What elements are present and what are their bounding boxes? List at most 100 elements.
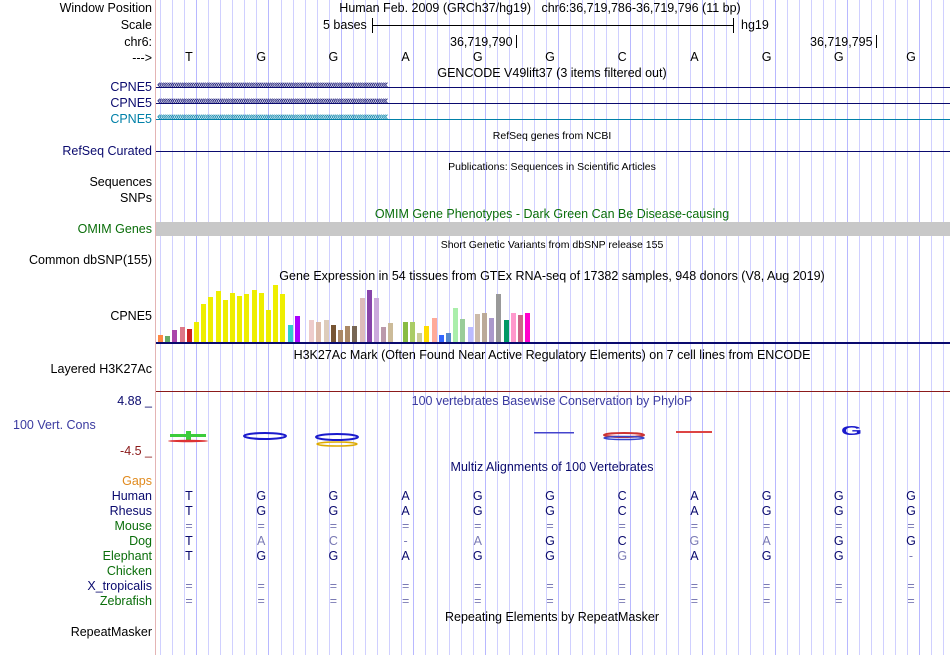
gtex-bar[interactable] <box>266 310 271 342</box>
gtex-bar[interactable] <box>474 314 480 342</box>
gtex-bar[interactable] <box>172 330 178 342</box>
species-label[interactable]: Mouse <box>114 519 152 533</box>
gtex-bar[interactable] <box>194 322 199 342</box>
gtex-bar[interactable] <box>323 320 329 342</box>
publications-snps-label[interactable]: SNPs <box>120 191 152 205</box>
gtex-bar[interactable] <box>489 318 495 342</box>
refseq-title[interactable]: RefSeq genes from NCBI <box>492 130 612 142</box>
species-label[interactable]: Human <box>111 489 152 503</box>
gtex-label[interactable]: CPNE5 <box>110 309 152 323</box>
gtex-bar-chart[interactable] <box>156 284 950 342</box>
publications-sequences-label[interactable]: Sequences <box>89 175 152 189</box>
gtex-bar[interactable] <box>222 300 228 342</box>
gtex-title[interactable]: Gene Expression in 54 tissues from GTEx … <box>279 269 825 283</box>
gtex-bar[interactable] <box>366 290 372 342</box>
gencode-item-label[interactable]: CPNE5 <box>110 112 152 126</box>
gtex-bar[interactable] <box>402 322 408 342</box>
gtex-bar[interactable] <box>417 333 423 342</box>
gtex-bar[interactable] <box>208 297 214 342</box>
refseq-label[interactable]: RefSeq Curated <box>62 144 152 158</box>
alignment-base: = <box>257 519 265 533</box>
gencode-title[interactable]: GENCODE V49lift37 (3 items filtered out) <box>437 66 667 80</box>
publications-title[interactable]: Publications: Sequences in Scientific Ar… <box>448 161 656 173</box>
omim-title[interactable]: OMIM Gene Phenotypes - Dark Green Can Be… <box>374 207 730 221</box>
grid-line <box>533 0 535 655</box>
scale-bar-left-tick <box>372 18 373 33</box>
alignment-base: G <box>833 489 844 503</box>
gtex-bar[interactable] <box>258 293 264 342</box>
gtex-bar[interactable] <box>287 325 293 342</box>
omim-bar[interactable] <box>156 222 950 236</box>
gtex-bar[interactable] <box>381 327 387 342</box>
gtex-bar[interactable] <box>230 293 235 342</box>
gtex-bar[interactable] <box>453 308 459 342</box>
gtex-bar[interactable] <box>424 326 430 342</box>
gtex-bar[interactable] <box>388 323 394 342</box>
repeatmasker-label[interactable]: RepeatMasker <box>70 625 152 639</box>
gtex-bar[interactable] <box>237 296 243 342</box>
gtex-bar[interactable] <box>280 294 286 342</box>
base-letter: A <box>690 50 699 64</box>
gtex-bar[interactable] <box>179 327 185 342</box>
multiz-title[interactable]: Multiz Alignments of 100 Vertebrates <box>450 460 654 474</box>
species-label[interactable]: Dog <box>129 534 152 548</box>
gtex-bar[interactable] <box>503 320 509 342</box>
gtex-bar[interactable] <box>345 326 351 342</box>
gtex-bar[interactable] <box>482 313 487 342</box>
gencode-item-label[interactable]: CPNE5 <box>110 96 152 110</box>
gtex-bar[interactable] <box>510 313 516 342</box>
species-label[interactable]: Zebrafish <box>99 594 152 608</box>
dbsnp-title[interactable]: Short Genetic Variants from dbSNP releas… <box>440 239 664 251</box>
gtex-bar[interactable] <box>438 335 444 342</box>
gencode-item-line[interactable] <box>156 87 950 88</box>
gtex-bar[interactable] <box>273 285 279 342</box>
omim-label[interactable]: OMIM Genes <box>77 222 152 236</box>
gtex-bar[interactable] <box>338 330 343 342</box>
gencode-item-line[interactable] <box>156 119 950 120</box>
species-label[interactable]: Elephant <box>102 549 152 563</box>
species-label[interactable]: X_tropicalis <box>87 579 152 593</box>
multiz-gaps-label[interactable]: Gaps <box>122 474 152 488</box>
refseq-line[interactable] <box>156 151 950 152</box>
alignment-base: - <box>908 549 914 563</box>
gtex-bar[interactable] <box>309 320 315 342</box>
repeatmasker-title[interactable]: Repeating Elements by RepeatMasker <box>444 610 660 624</box>
phylop-title[interactable]: 100 vertebrates Basewise Conservation by… <box>411 394 693 408</box>
gtex-bar[interactable] <box>352 326 358 342</box>
phylop-label[interactable]: 100 Vert. Cons <box>13 418 96 432</box>
gtex-bar[interactable] <box>251 290 257 342</box>
alignment-base: G <box>689 534 700 548</box>
gtex-bar[interactable] <box>496 294 502 342</box>
h3k27ac-label[interactable]: Layered H3K27Ac <box>50 362 152 376</box>
gtex-bar[interactable] <box>467 327 473 342</box>
base-letter: G <box>906 50 916 64</box>
phylop-logo[interactable]: G <box>156 420 950 450</box>
gtex-bar[interactable] <box>316 322 322 342</box>
alignment-base: = <box>690 519 699 533</box>
gencode-item-line[interactable] <box>156 103 950 104</box>
gtex-bar[interactable] <box>374 298 379 342</box>
gtex-bar[interactable] <box>460 319 466 342</box>
gtex-bar[interactable] <box>518 315 523 342</box>
gtex-bar[interactable] <box>215 291 221 342</box>
dbsnp-label[interactable]: Common dbSNP(155) <box>29 253 152 267</box>
gtex-bar[interactable] <box>158 335 163 342</box>
gtex-bar[interactable] <box>294 316 300 342</box>
h3k27ac-title[interactable]: H3K27Ac Mark (Often Found Near Active Re… <box>293 348 811 362</box>
gtex-bar[interactable] <box>525 313 531 342</box>
species-label[interactable]: Rhesus <box>109 504 152 518</box>
gencode-item-label[interactable]: CPNE5 <box>110 80 152 94</box>
grid-line <box>690 0 692 655</box>
gtex-bar[interactable] <box>186 329 192 342</box>
gtex-bar[interactable] <box>201 304 207 342</box>
gtex-bar[interactable] <box>359 298 365 342</box>
species-label[interactable]: Chicken <box>106 564 152 578</box>
alignment-base: G <box>256 489 267 503</box>
gtex-bar[interactable] <box>165 336 171 342</box>
gtex-bar[interactable] <box>446 333 451 342</box>
gtex-bar[interactable] <box>410 322 415 342</box>
gtex-bar[interactable] <box>244 294 250 342</box>
gtex-bar[interactable] <box>330 325 336 342</box>
gtex-bar[interactable] <box>431 318 437 342</box>
